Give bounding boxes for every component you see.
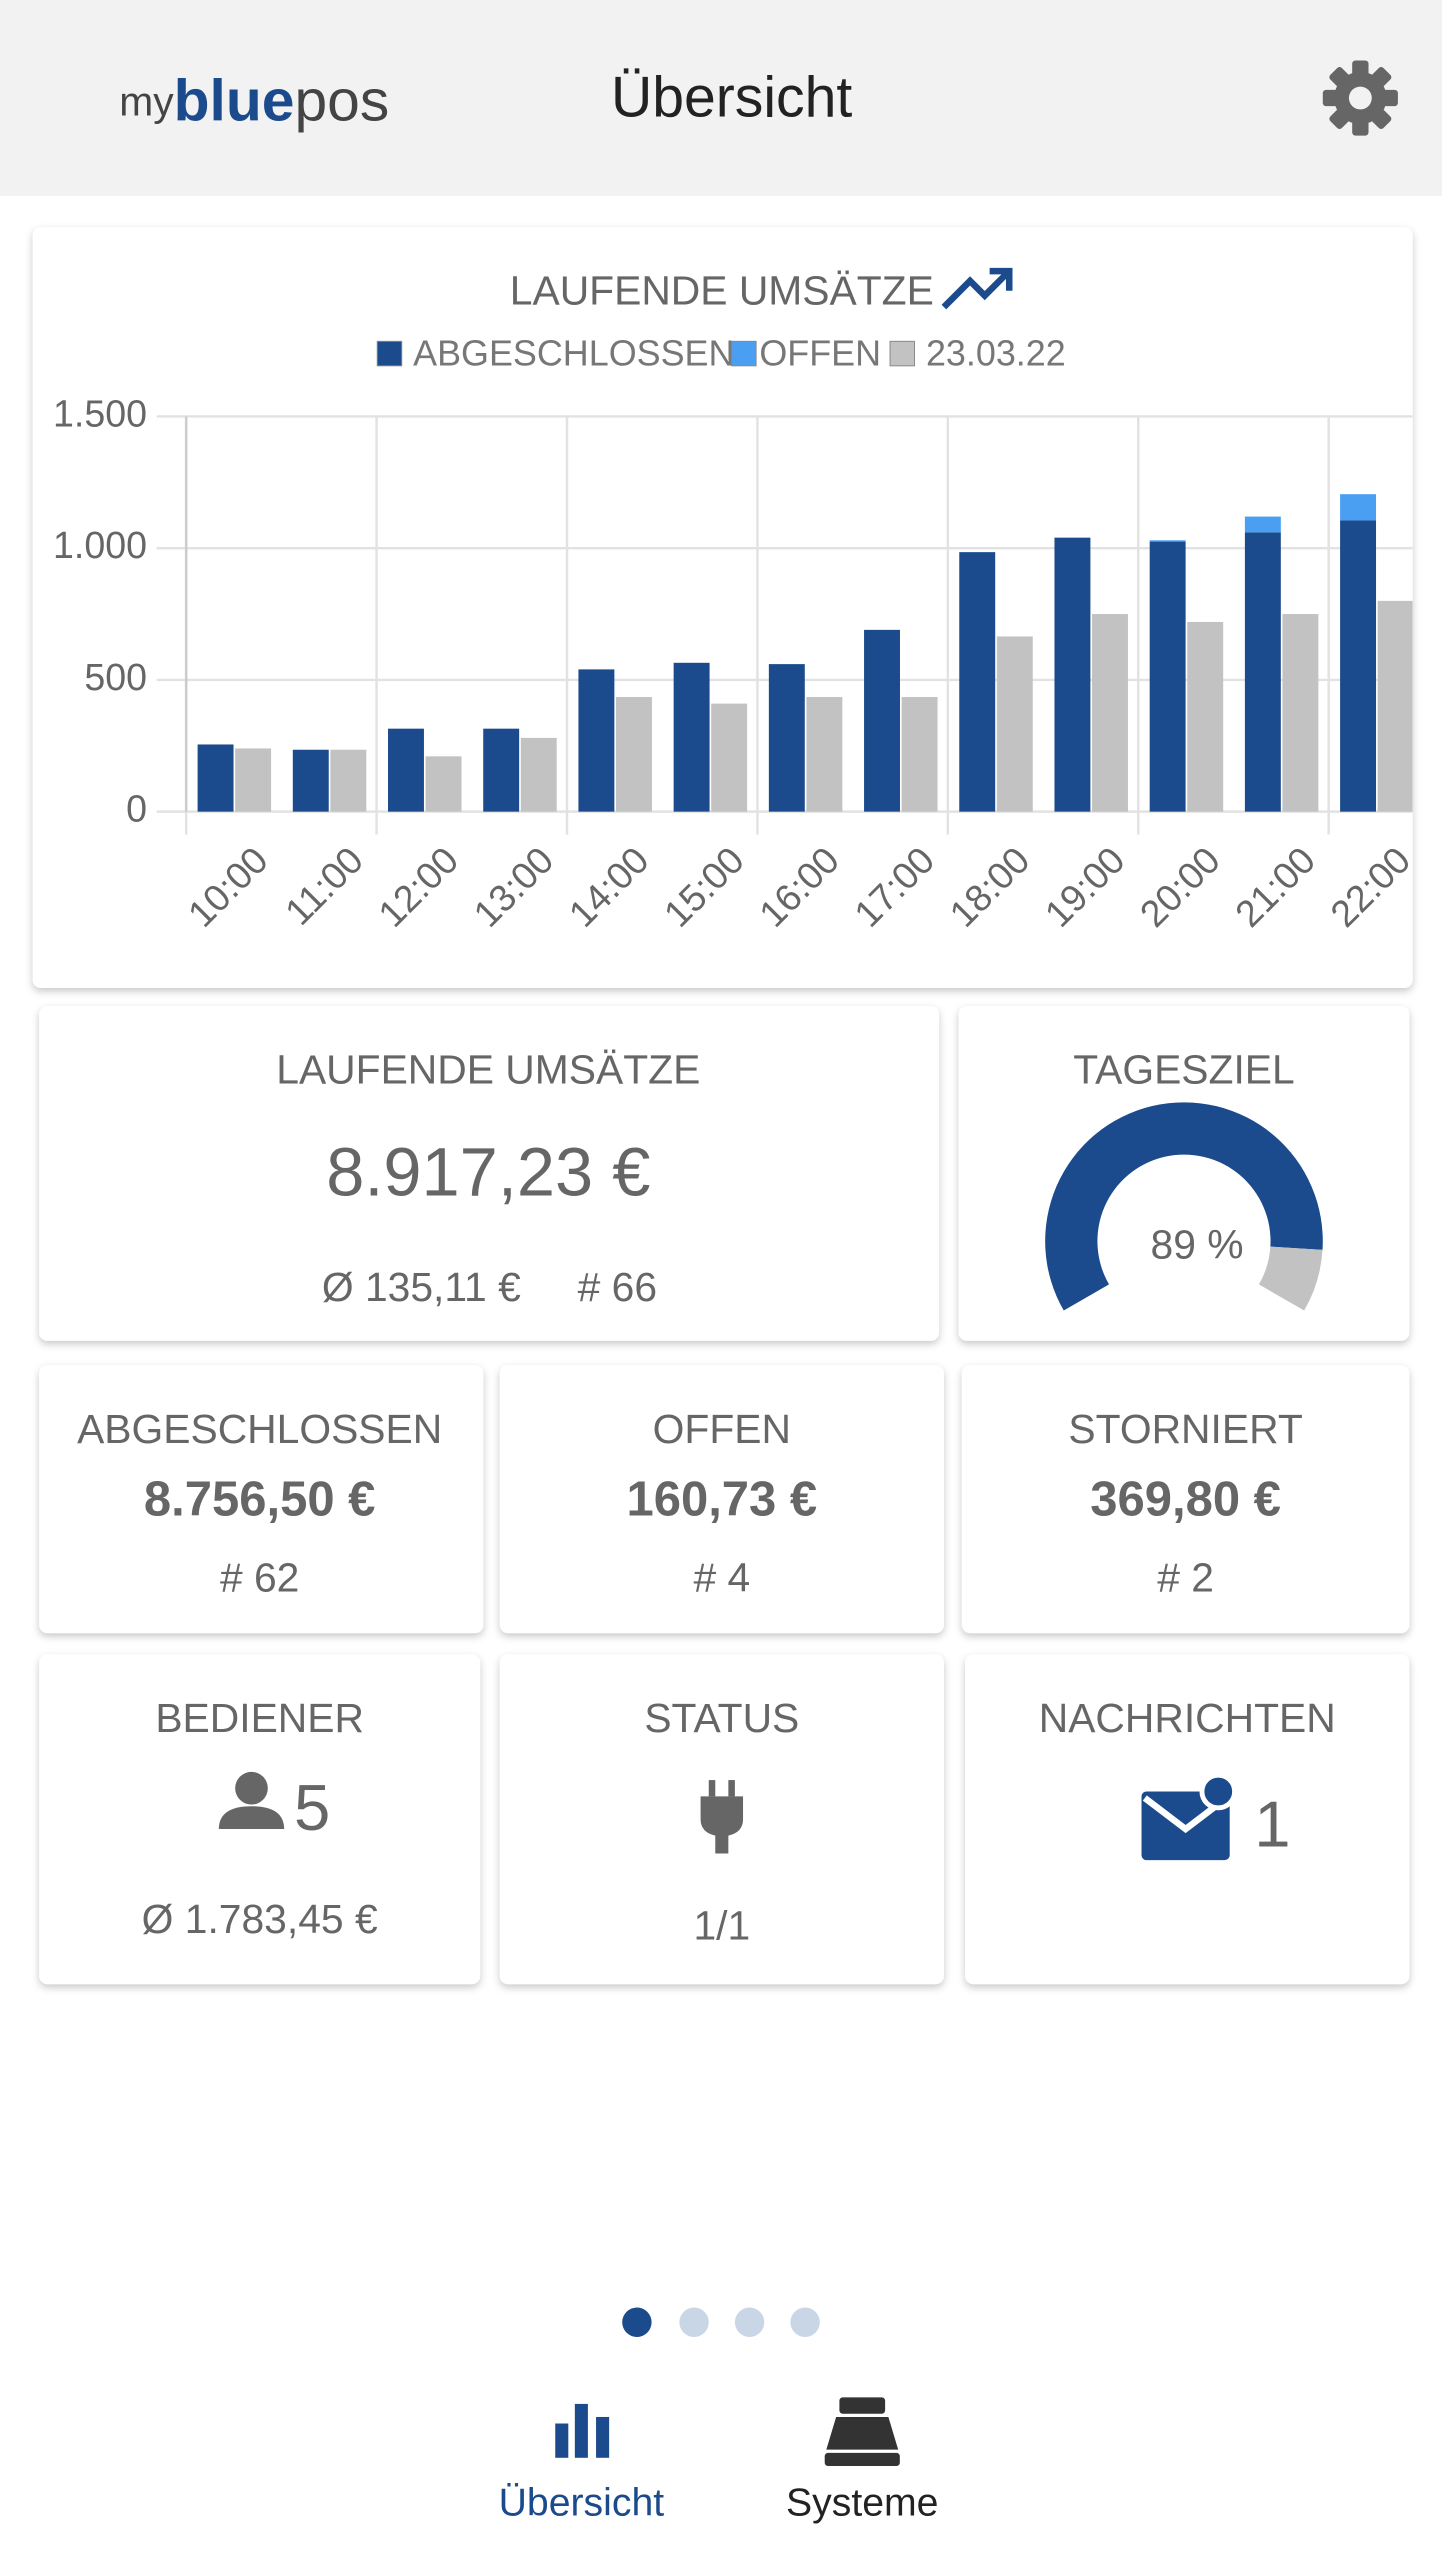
- mail-icon: [1141, 1772, 1238, 1861]
- gauge-fill: [1045, 1102, 1323, 1311]
- amount: 8.756,50 €: [144, 1472, 376, 1526]
- bar: [1340, 520, 1377, 812]
- count: # 4: [693, 1555, 750, 1601]
- legend-swatch: [889, 340, 916, 367]
- gauge: [1045, 1102, 1323, 1311]
- status-value: 1/1: [693, 1902, 750, 1948]
- plug-icon: [700, 1780, 744, 1854]
- amount: 369,80 €: [1090, 1472, 1281, 1526]
- nav-label[interactable]: Systeme: [786, 2482, 938, 2525]
- count: # 62: [220, 1555, 299, 1601]
- y-tick-label: 0: [126, 788, 147, 830]
- logo-my: my: [119, 78, 174, 124]
- legend-swatch: [376, 340, 403, 367]
- logo-blue: blue: [174, 68, 295, 133]
- legend-swatch: [731, 340, 757, 367]
- bar: [806, 697, 843, 812]
- card: [39, 1365, 484, 1634]
- amount: 160,73 €: [626, 1472, 817, 1526]
- bar: [235, 748, 272, 812]
- bar: [197, 744, 234, 812]
- card-title: ABGESCHLOSSEN: [77, 1406, 442, 1452]
- operator-count: 5: [294, 1771, 330, 1844]
- legend-label: OFFEN: [759, 333, 881, 374]
- systems-icon[interactable]: [824, 2397, 900, 2466]
- page-title: Übersicht: [611, 65, 852, 129]
- nav-label[interactable]: Übersicht: [499, 2482, 665, 2525]
- bar: [959, 552, 996, 812]
- bar: [1244, 516, 1281, 533]
- page-dot[interactable]: [622, 2307, 652, 2337]
- page-dot[interactable]: [679, 2307, 709, 2337]
- y-tick-label: 500: [84, 656, 147, 698]
- trend-icon: [941, 267, 1013, 310]
- card: [499, 1365, 944, 1634]
- bar: [864, 629, 900, 812]
- card-title: BEDIENER: [155, 1695, 364, 1741]
- settings-icon[interactable]: [1322, 60, 1398, 136]
- summary-card: [39, 1005, 940, 1341]
- bar: [1244, 532, 1281, 812]
- bar: [901, 697, 938, 812]
- logo-pos: pos: [294, 68, 389, 133]
- message-count: 1: [1254, 1787, 1290, 1860]
- page-dot[interactable]: [790, 2307, 820, 2337]
- card-title: NACHRICHTEN: [1039, 1695, 1336, 1741]
- bar: [1149, 541, 1186, 812]
- bar: [1377, 600, 1413, 812]
- gauge-label: 89 %: [1151, 1221, 1244, 1267]
- bar: [768, 664, 805, 812]
- total: 8.917,23 €: [326, 1134, 650, 1211]
- bar: [330, 749, 367, 812]
- card-title: OFFEN: [653, 1406, 791, 1452]
- bar: [1149, 540, 1186, 542]
- card-title: LAUFENDE UMSÄTZE: [276, 1047, 700, 1093]
- bar: [615, 697, 652, 812]
- y-tick-label: 1.000: [53, 524, 147, 566]
- bar: [1092, 614, 1128, 812]
- bar: [483, 728, 520, 812]
- legend-label: 23.03.22: [926, 333, 1066, 374]
- bar: [520, 737, 557, 812]
- bar: [673, 662, 710, 812]
- average: Ø 1.783,45 €: [142, 1896, 378, 1942]
- card-title: STORNIERT: [1068, 1406, 1302, 1452]
- overview-icon[interactable]: [555, 2403, 610, 2458]
- header: [0, 0, 1442, 196]
- card-title: STATUS: [644, 1695, 799, 1741]
- logo: mybluepos: [119, 68, 389, 133]
- count: # 2: [1157, 1555, 1214, 1601]
- bar: [425, 756, 462, 812]
- bar: [388, 728, 424, 812]
- bar: [996, 636, 1033, 812]
- plot: [156, 415, 1413, 835]
- page-dot[interactable]: [734, 2307, 765, 2337]
- bar: [1054, 537, 1091, 812]
- bar: [292, 749, 329, 812]
- count: # 66: [578, 1264, 657, 1310]
- legend-label: ABGESCHLOSSEN: [413, 333, 734, 374]
- chart-title: LAUFENDE UMSÄTZE: [510, 268, 934, 314]
- average: Ø 135,11 €: [322, 1264, 521, 1310]
- bar: [711, 703, 748, 812]
- y-tick-label: 1.500: [53, 392, 147, 434]
- bar: [1187, 621, 1224, 812]
- card: [961, 1365, 1410, 1634]
- bar: [1282, 614, 1319, 812]
- bar: [1340, 494, 1377, 521]
- person-icon: [218, 1771, 285, 1830]
- gauge-rest: [1258, 1246, 1323, 1311]
- card-title: TAGESZIEL: [1073, 1047, 1295, 1093]
- bar: [578, 669, 615, 812]
